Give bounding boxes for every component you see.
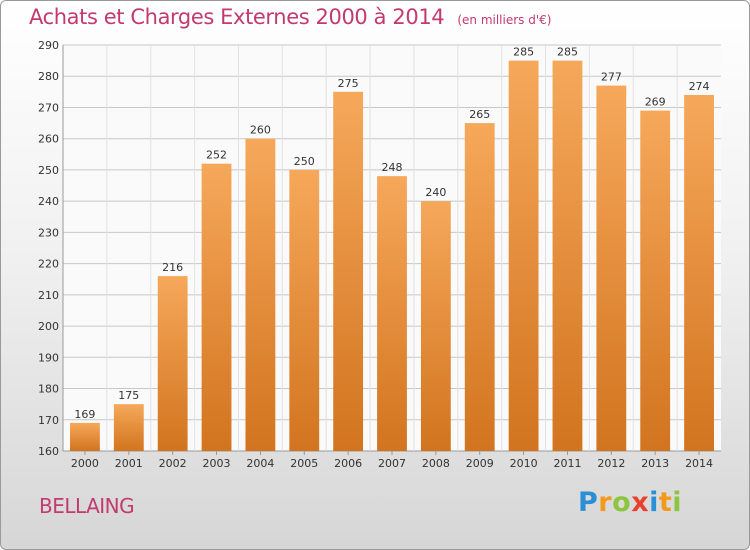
bar [420,201,451,451]
x-tick-label: 2006 [334,457,362,470]
data-label: 265 [469,108,490,121]
data-label: 285 [513,46,534,59]
bar [113,404,144,451]
x-tick-label: 2010 [510,457,538,470]
x-tick-label: 2000 [71,457,99,470]
data-label: 269 [645,96,666,109]
data-label: 260 [250,124,271,137]
x-tick-label: 2007 [378,457,406,470]
y-tick-label: 210 [38,289,59,302]
bar [552,60,583,451]
data-label: 169 [74,408,95,421]
y-tick-label: 160 [38,445,59,458]
x-tick-label: 2002 [159,457,187,470]
data-label: 216 [162,261,183,274]
bar [464,123,495,452]
data-label: 285 [557,46,578,59]
y-tick-label: 270 [38,101,59,114]
y-tick-label: 200 [38,320,59,333]
data-label: 250 [294,155,315,168]
bar [245,138,276,451]
data-label: 277 [601,71,622,84]
y-tick-label: 250 [38,164,59,177]
chart-subtitle: (en milliers d'€) [457,13,552,27]
bar [333,91,364,451]
town-name: BELLAING [39,494,135,518]
proxiti-logo: Proxiti [578,487,683,518]
x-tick-label: 2011 [553,457,581,470]
x-tick-label: 2013 [641,457,669,470]
bar [684,94,714,451]
y-tick-label: 170 [38,414,59,427]
y-tick-label: 220 [38,258,59,271]
x-tick-label: 2005 [290,457,318,470]
y-tick-label: 260 [38,133,59,146]
x-tick-label: 2008 [422,457,450,470]
y-tick-label: 290 [38,39,59,52]
x-tick-label: 2014 [685,457,713,470]
x-tick-label: 2012 [597,457,625,470]
data-label: 175 [118,389,139,402]
y-tick-label: 240 [38,195,59,208]
chart-title-block: Achats et Charges Externes 2000 à 2014 (… [29,5,551,29]
bar [157,276,188,451]
y-tick-label: 280 [38,70,59,83]
data-label: 252 [206,149,227,162]
data-label: 275 [338,77,359,90]
bar [596,85,627,451]
bar [70,422,100,451]
x-tick-label: 2004 [246,457,274,470]
x-tick-label: 2003 [203,457,231,470]
x-tick-label: 2009 [466,457,494,470]
y-tick-label: 180 [38,383,59,396]
bar [508,60,539,451]
chart-title: Achats et Charges Externes 2000 à 2014 [29,5,445,29]
data-label: 248 [382,161,403,174]
y-tick-label: 190 [38,351,59,364]
bar [377,176,407,451]
data-label: 240 [425,186,446,199]
y-tick-label: 230 [38,226,59,239]
data-label: 274 [689,80,710,93]
bar [201,163,232,451]
x-tick-label: 2001 [115,457,143,470]
bar [640,110,671,451]
bar [289,169,320,451]
